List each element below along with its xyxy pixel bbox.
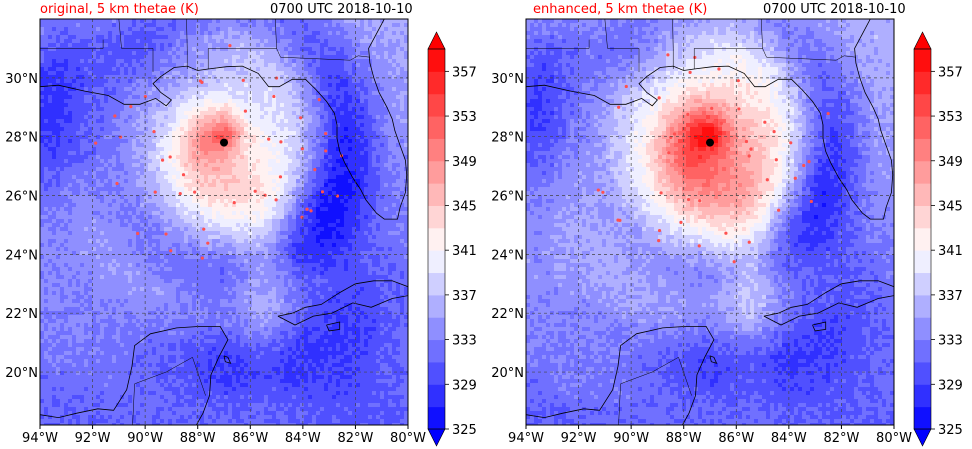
- storm-center-marker: [706, 138, 714, 147]
- lon-tick-label: 80°W: [876, 431, 912, 446]
- panel-title: enhanced, 5 km thetae (K): [533, 2, 708, 17]
- lat-tick-label: 26°N: [491, 190, 524, 205]
- colorbar-tick-label: 353: [452, 110, 477, 125]
- lat-tick-label: 20°N: [491, 366, 524, 381]
- lon-tick-label: 92°W: [75, 431, 111, 446]
- storm-center-marker: [220, 138, 228, 147]
- colorbar-tick-label: 337: [938, 289, 963, 304]
- map-original: 94°W 92°W 90°W 88°W 86°W 84°W 82°W 80°W 20°N 22°N…: [5, 18, 477, 447]
- colorbar-tick-label: 329: [938, 378, 963, 393]
- lon-tick-label: 90°W: [613, 431, 649, 446]
- colorbar-tick-label: 333: [452, 334, 477, 349]
- lon-tick-label: 92°W: [561, 431, 597, 446]
- colorbar-tick-label: 325: [452, 423, 477, 438]
- lon-tick-label: 82°W: [337, 431, 373, 446]
- lat-tick-label: 20°N: [5, 366, 38, 381]
- lon-tick-label: 82°W: [823, 431, 859, 446]
- colorbar: 325 329 333 337 341 345 349 353 357: [427, 31, 477, 447]
- colorbar-tick-label: 357: [938, 65, 963, 80]
- lon-tick-label: 84°W: [285, 431, 321, 446]
- colorbar-tick-label: 329: [452, 378, 477, 393]
- gridlines: [526, 19, 894, 425]
- coastlines: [40, 19, 408, 425]
- lat-tick-label: 24°N: [5, 248, 38, 263]
- lon-tick-label: 94°W: [22, 431, 58, 446]
- lon-tick-label: 80°W: [390, 431, 426, 446]
- colorbar-tick-label: 345: [452, 199, 477, 214]
- lon-tick-label: 86°W: [232, 431, 268, 446]
- colorbar-tick-label: 341: [938, 244, 963, 259]
- panel-original: original, 5 km thetae (K) 0700 UTC 2018-…: [5, 2, 477, 447]
- colorbar-tick-label: 337: [452, 289, 477, 304]
- panel-time: 0700 UTC 2018-10-10: [763, 2, 906, 17]
- map-frame: [525, 18, 895, 426]
- lon-tick-label: 88°W: [666, 431, 702, 446]
- panel-time: 0700 UTC 2018-10-10: [270, 2, 413, 17]
- lat-tick-label: 28°N: [5, 131, 38, 146]
- coastlines: [526, 19, 894, 425]
- colorbar-tick-label: 341: [452, 244, 477, 259]
- colorbar-tick-label: 325: [938, 423, 963, 438]
- lat-tick-label: 22°N: [491, 307, 524, 322]
- colorbar-tick-label: 345: [938, 199, 963, 214]
- map-enhanced: 94°W 92°W 90°W 88°W 86°W 84°W 82°W 80°W 20°N 22°N…: [491, 18, 963, 447]
- lat-tick-label: 24°N: [491, 248, 524, 263]
- thetae-field: [526, 19, 894, 425]
- colorbar-tick-label: 353: [938, 110, 963, 125]
- lon-tick-label: 84°W: [771, 431, 807, 446]
- gridlines: [40, 19, 408, 425]
- colorbar: 325 329 333 337 341 345 349 353 357: [913, 31, 963, 447]
- lon-tick-label: 90°W: [127, 431, 163, 446]
- panel-title: original, 5 km thetae (K): [40, 2, 199, 17]
- colorbar-tick-label: 349: [452, 155, 477, 170]
- panel-enhanced: enhanced, 5 km thetae (K) 0700 UTC 2018-…: [486, 0, 972, 449]
- lat-tick-label: 28°N: [491, 131, 524, 146]
- lon-tick-label: 88°W: [180, 431, 216, 446]
- lon-tick-label: 86°W: [718, 431, 754, 446]
- thetae-field: [40, 19, 408, 425]
- colorbar-tick-label: 357: [452, 65, 477, 80]
- map-frame: [39, 18, 409, 426]
- lon-tick-label: 94°W: [508, 431, 544, 446]
- lat-tick-label: 26°N: [5, 190, 38, 205]
- lat-tick-label: 30°N: [491, 72, 524, 87]
- lat-tick-label: 30°N: [5, 72, 38, 87]
- lat-tick-label: 22°N: [5, 307, 38, 322]
- colorbar-tick-label: 333: [938, 334, 963, 349]
- colorbar-tick-label: 349: [938, 155, 963, 170]
